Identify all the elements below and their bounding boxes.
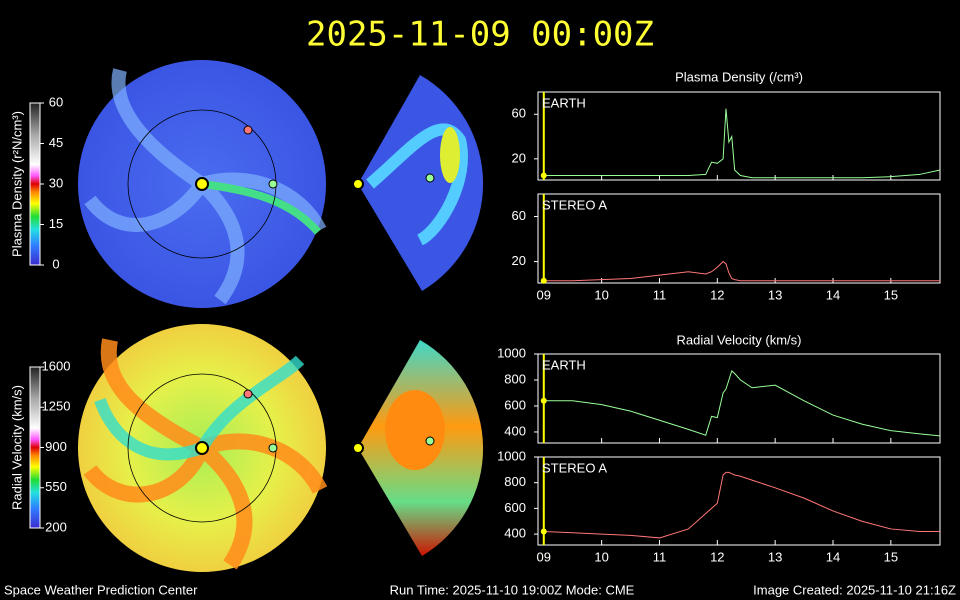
data-line: [543, 370, 941, 437]
colorbar-tick-label: 550: [45, 479, 67, 494]
y-tick-label: 1000: [497, 345, 526, 360]
colorbar-tick-label: 1250: [42, 399, 71, 414]
y-tick-label: 600: [504, 397, 526, 412]
y-tick-label: 60: [512, 208, 526, 223]
x-tick-label: 10: [594, 549, 608, 564]
plot-frame: [537, 456, 941, 546]
x-tick-label: 14: [826, 287, 840, 302]
colorbar-tick-label: 60: [49, 94, 63, 109]
panel-label: STEREO A: [542, 197, 607, 212]
y-tick-label: 800: [504, 371, 526, 386]
footer-center: Run Time: 2025-11-10 19:00Z Mode: CME: [390, 582, 635, 597]
y-tick-label: 60: [512, 106, 526, 121]
density-wedge: [352, 75, 484, 291]
x-tick-label: 15: [884, 287, 898, 302]
y-tick-label: 20: [512, 150, 526, 165]
now-point: [540, 397, 547, 404]
colorbar-tick-label: 0: [52, 256, 59, 271]
colorbar: [29, 102, 41, 266]
x-tick-label: 13: [768, 287, 782, 302]
x-tick-label: 09: [537, 287, 551, 302]
now-point: [540, 172, 547, 179]
plot-frame: [537, 193, 941, 284]
panel-label: EARTH: [542, 357, 586, 372]
x-tick-label: 10: [594, 287, 608, 302]
colorbar: [29, 366, 41, 529]
y-tick-label: 800: [504, 474, 526, 489]
x-tick-label: 11: [653, 549, 667, 564]
footer-left: Space Weather Prediction Center: [4, 582, 198, 597]
panel-label: STEREO A: [542, 460, 607, 475]
plot-frame: [537, 91, 941, 181]
x-tick-label: 13: [768, 549, 782, 564]
colorbar-tick-label: 900: [45, 439, 67, 454]
y-tick-label: 400: [504, 526, 526, 541]
plot-frame: [537, 353, 941, 444]
now-point: [540, 277, 547, 284]
colorbar-label: Radial Velocity (km/s): [9, 385, 24, 510]
x-tick-label: 12: [710, 549, 724, 564]
density-disk: [78, 60, 327, 308]
colorbar-tick-label: 200: [45, 519, 67, 534]
x-tick-label: 12: [710, 287, 724, 302]
data-line: [543, 108, 941, 179]
panel-label: EARTH: [542, 95, 586, 110]
x-tick-label: 14: [826, 549, 840, 564]
x-tick-label: 11: [653, 287, 667, 302]
title: 2025-11-09 00:00Z: [306, 15, 654, 55]
colorbar-tick-label: 45: [49, 135, 63, 150]
velocity-disk: [78, 324, 328, 572]
x-tick-label: 15: [884, 549, 898, 564]
y-tick-label: 20: [512, 253, 526, 268]
now-point: [540, 528, 547, 535]
data-line: [543, 471, 940, 539]
chart-title: Plasma Density (/cm³): [675, 69, 803, 84]
x-tick-label: 09: [537, 549, 551, 564]
colorbar-label: Plasma Density (r²N/cm³): [9, 111, 24, 257]
y-tick-label: 600: [504, 500, 526, 515]
chart-title: Radial Velocity (km/s): [677, 332, 802, 347]
y-tick-label: 400: [504, 423, 526, 438]
colorbar-tick-label: 30: [49, 175, 63, 190]
colorbar-tick-label: 15: [49, 216, 63, 231]
footer-right: Image Created: 2025-11-10 21:16Z: [753, 582, 956, 597]
colorbar-tick-label: 1600: [42, 358, 71, 373]
y-tick-label: 1000: [497, 448, 526, 463]
velocity-wedge: [352, 340, 484, 556]
data-line: [543, 260, 940, 282]
